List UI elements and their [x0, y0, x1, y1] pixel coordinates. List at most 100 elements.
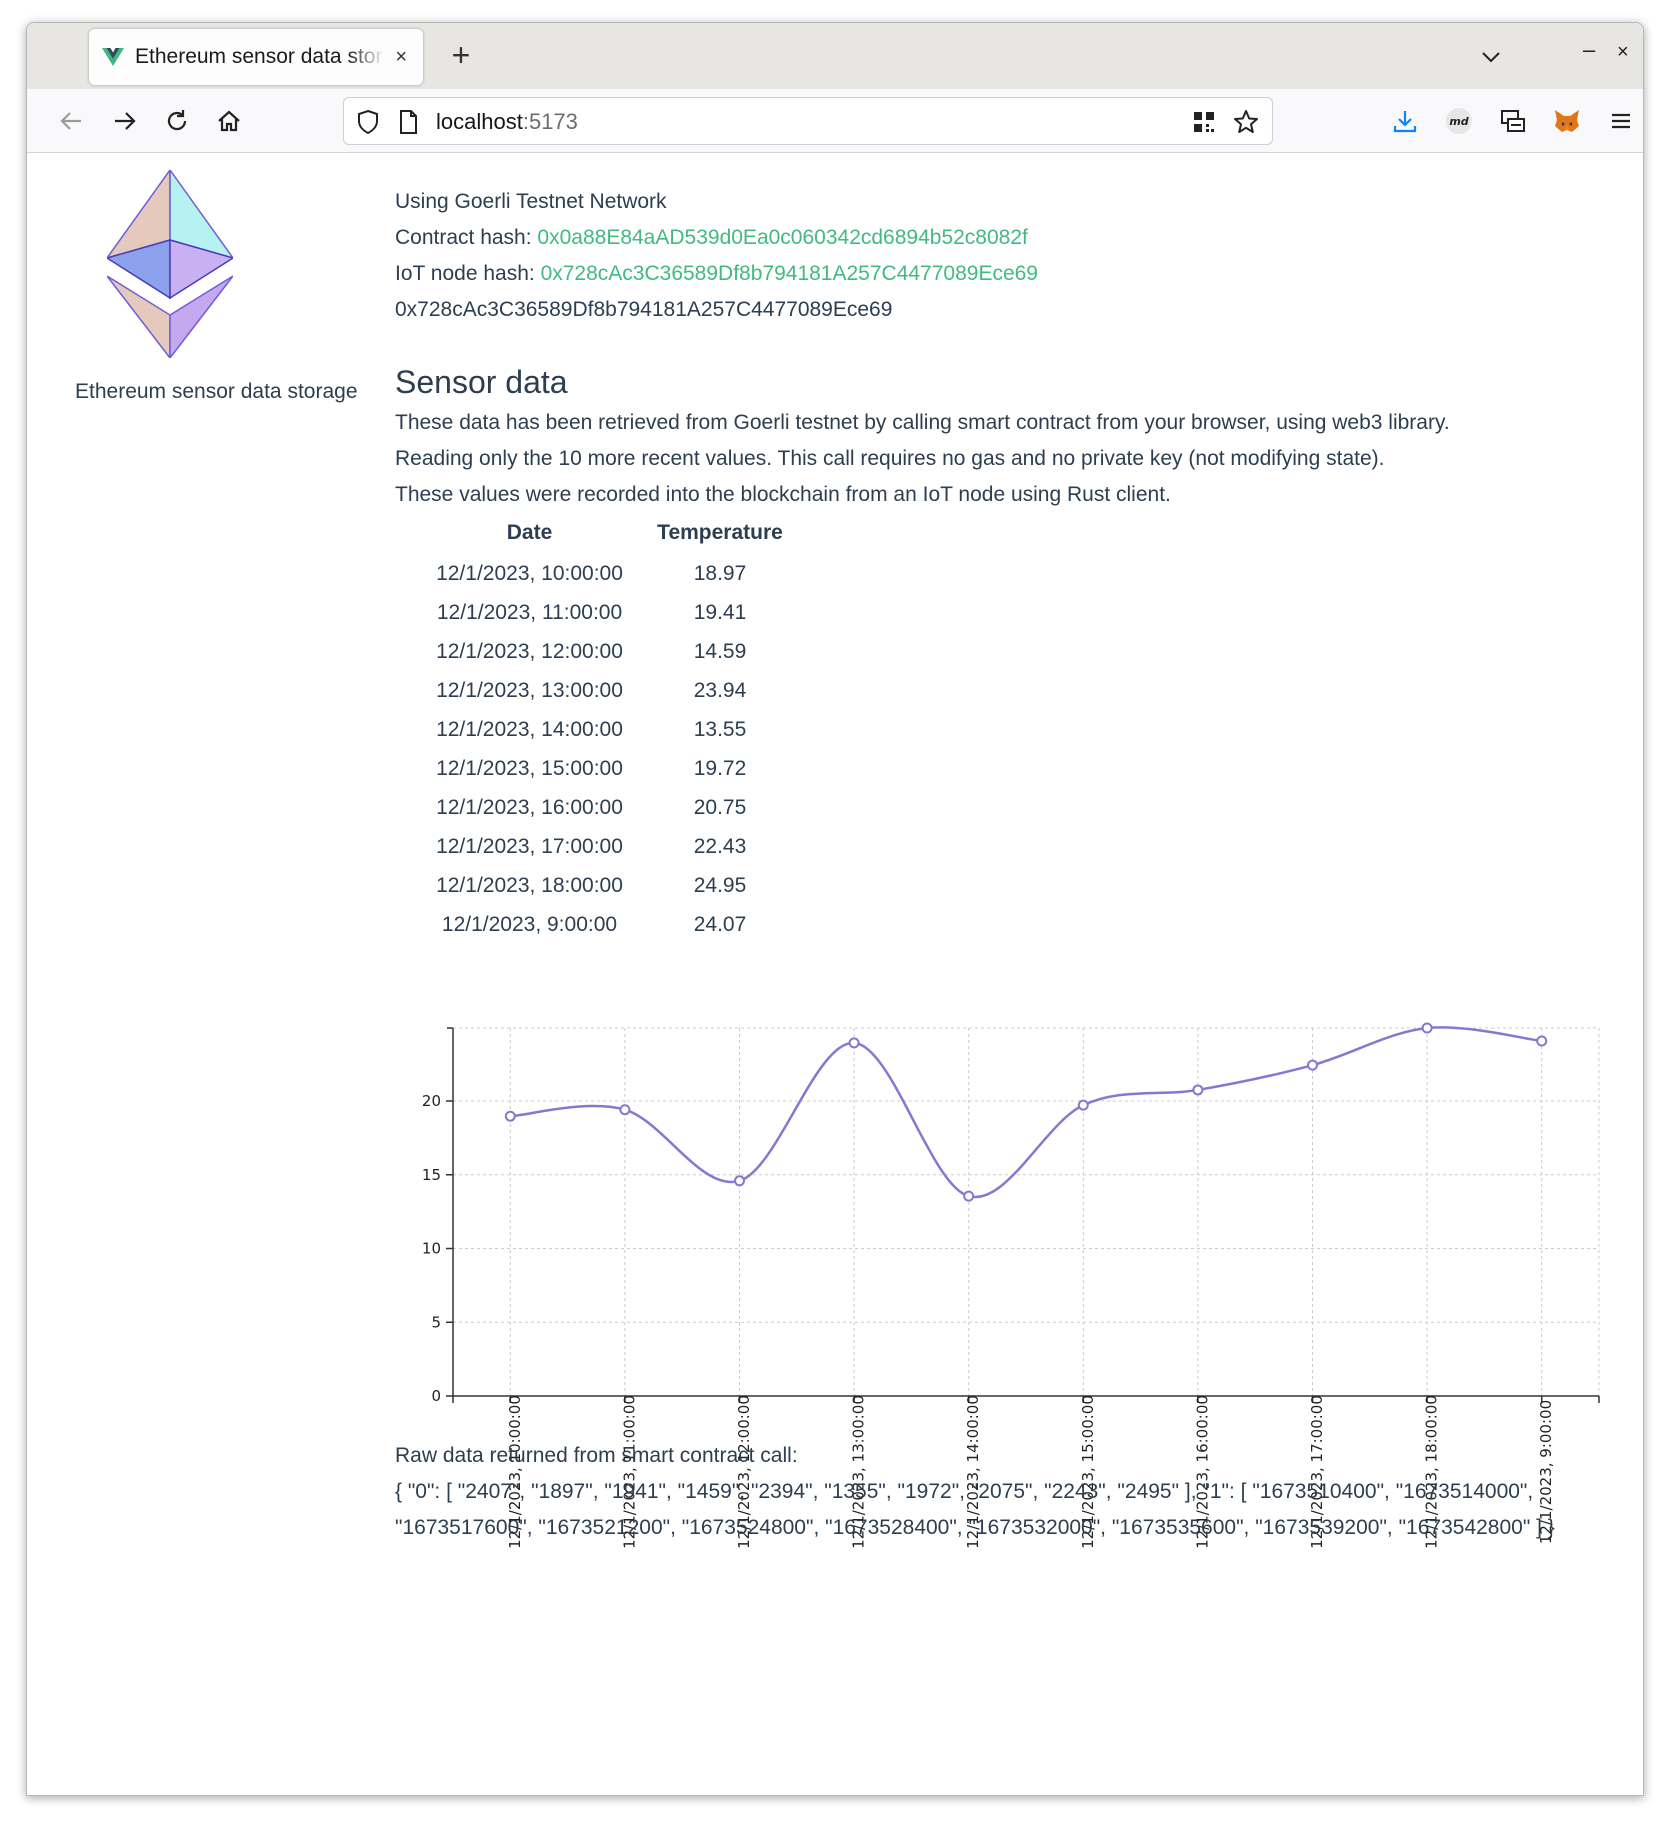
browser-window: Ethereum sensor data storage × + – ×	[26, 22, 1644, 1796]
temperature-cell: 20.75	[693, 795, 747, 819]
y-tick-label: 5	[431, 1313, 441, 1331]
metamask-fox-icon	[1555, 110, 1579, 132]
data-point	[1421, 1022, 1433, 1034]
tracking-protection-shield-icon[interactable]	[354, 108, 382, 136]
data-point	[734, 1175, 745, 1187]
app-caption: Ethereum sensor data storage	[75, 380, 358, 403]
temperature-cell: 19.41	[693, 600, 747, 624]
date-cell: 12/1/2023, 13:00:00	[436, 678, 623, 702]
x-tick-label: 12/1/2023, 12:00:00	[735, 1395, 753, 1549]
date-cell: 12/1/2023, 17:00:00	[436, 834, 623, 858]
data-point	[848, 1037, 860, 1049]
date-cell: 12/1/2023, 16:00:00	[436, 795, 623, 819]
date-cell: 12/1/2023, 11:00:00	[436, 600, 623, 624]
raw-data-section: Raw data returned from smart contract ca…	[395, 1438, 1635, 1546]
x-tick-label: 12/1/2023, 14:00:00	[964, 1395, 982, 1549]
minimize-button[interactable]: –	[1583, 37, 1596, 62]
back-button[interactable]	[53, 103, 89, 139]
navigation-toolbar: localhost:5173	[27, 89, 1643, 153]
home-icon	[218, 110, 240, 132]
download-icon	[1393, 111, 1417, 133]
table-row: 12/1/2023, 15:00:00 19.72	[419, 749, 800, 788]
y-tick-label: 20	[422, 1092, 441, 1110]
temperature-cell: 13.55	[693, 717, 747, 741]
section-title: Sensor data	[395, 364, 568, 400]
x-tick-label: 12/1/2023, 13:00:00	[850, 1395, 868, 1549]
y-tick-label: 15	[422, 1166, 441, 1184]
table-row: 12/1/2023, 18:00:00 24.95	[419, 866, 800, 905]
data-point	[1077, 1099, 1089, 1111]
contract-hash-link[interactable]: 0x0a88E84aAD539d0Ea0c060342cd6894b52c808…	[537, 226, 1028, 249]
markdown-extension-button[interactable]: md	[1441, 103, 1477, 139]
hamburger-menu-icon	[1612, 113, 1630, 129]
page-content: Ethereum sensor data storage Using Goerl…	[27, 154, 1643, 1795]
temperature-cell: 23.94	[693, 678, 747, 702]
page-info-icon[interactable]	[394, 108, 422, 136]
date-cell: 12/1/2023, 12:00:00	[436, 639, 623, 663]
reload-button[interactable]	[159, 103, 195, 139]
new-tab-button[interactable]: +	[451, 37, 471, 73]
vue-logo-icon	[102, 48, 124, 66]
date-cell: 12/1/2023, 15:00:00	[436, 756, 623, 780]
bookmark-star-icon[interactable]	[1232, 108, 1260, 136]
network-label: Using Goerli Testnet Network	[395, 190, 667, 213]
date-cell: 12/1/2023, 14:00:00	[436, 717, 623, 741]
close-window-button[interactable]: ×	[1617, 41, 1629, 63]
contract-hash-line: Contract hash: 0x0a88E84aAD539d0Ea0c0603…	[395, 226, 1028, 250]
iot-node-hash-link[interactable]: 0x728cAc3C36589Df8b794181A257C4477089Ece…	[540, 262, 1038, 285]
data-point	[1192, 1084, 1204, 1096]
markdown-extension-icon: md	[1446, 108, 1472, 134]
table-row: 12/1/2023, 16:00:00 20.75	[419, 788, 800, 827]
description-line-1: These data has been retrieved from Goerl…	[395, 411, 1450, 434]
address-bar[interactable]: localhost:5173	[343, 97, 1273, 145]
table-row: 12/1/2023, 10:00:00 18.97	[419, 554, 800, 593]
x-tick-label: 12/1/2023, 15:00:00	[1079, 1395, 1097, 1549]
tab-title: Ethereum sensor data storage	[135, 45, 385, 68]
x-tick-label: 12/1/2023, 16:00:00	[1193, 1395, 1211, 1549]
x-tick-label: 12/1/2023, 9:00:00	[1537, 1400, 1555, 1544]
sensor-data-table: Date Temperature 12/1/2023, 10:00:00 18.9…	[419, 518, 800, 944]
data-point	[504, 1110, 516, 1122]
ethereum-logo	[107, 170, 233, 358]
table-row: 12/1/2023, 17:00:00 22.43	[419, 827, 800, 866]
tab-close-icon[interactable]: ×	[395, 45, 408, 68]
url-text[interactable]: localhost:5173	[436, 109, 578, 134]
temperature-cell: 19.72	[693, 756, 747, 780]
metamask-button[interactable]	[1549, 103, 1585, 139]
y-tick-label: 0	[431, 1387, 441, 1405]
temperature-cell: 18.97	[693, 561, 747, 585]
back-arrow-icon	[60, 112, 81, 130]
date-cell: 12/1/2023, 9:00:00	[441, 912, 618, 936]
temperature-cell: 24.95	[693, 873, 747, 897]
connected-account: 0x728cAc3C36589Df8b794181A257C4477089Ece…	[395, 298, 893, 321]
description-line-2: Reading only the 10 more recent values. …	[395, 447, 1385, 470]
description-line-3: These values were recorded into the bloc…	[395, 483, 1171, 506]
data-point	[1536, 1035, 1548, 1047]
qr-code-icon[interactable]	[1190, 108, 1218, 136]
home-button[interactable]	[211, 103, 247, 139]
raw-data-value: { "0": [ "2407", "1897", "1941", "1459",…	[395, 1480, 1555, 1539]
temperature-cell: 24.07	[693, 912, 747, 936]
y-tick-label: 10	[422, 1240, 441, 1258]
table-row: 12/1/2023, 11:00:00 19.41	[419, 593, 800, 632]
temperature-series-line	[510, 1026, 1542, 1199]
reload-icon	[167, 110, 187, 131]
data-point	[619, 1104, 631, 1116]
data-point	[1307, 1059, 1318, 1071]
svg-text:md: md	[1449, 115, 1468, 128]
forward-button[interactable]	[107, 103, 143, 139]
table-row: 12/1/2023, 13:00:00 23.94	[419, 671, 800, 710]
tab-strip: Ethereum sensor data storage × + – ×	[27, 23, 1643, 89]
extension-button[interactable]	[1495, 103, 1531, 139]
x-tick-label: 12/1/2023, 18:00:00	[1423, 1395, 1441, 1549]
tab-ethereum-sensor[interactable]: Ethereum sensor data storage ×	[89, 29, 423, 85]
x-tick-label: 12/1/2023, 10:00:00	[506, 1395, 524, 1549]
temperature-line-chart: 0 5 10 15 20 12/1/2023, 10:00:00 12/1/2023, 11…	[422, 1022, 1600, 1549]
list-all-tabs-icon[interactable]	[1477, 45, 1505, 69]
raw-data-label: Raw data returned from smart contract ca…	[395, 1444, 798, 1467]
date-cell: 12/1/2023, 10:00:00	[436, 561, 623, 585]
downloads-button[interactable]	[1387, 103, 1423, 139]
app-menu-button[interactable]	[1603, 103, 1639, 139]
table-row: 12/1/2023, 12:00:00 14.59	[419, 632, 800, 671]
forward-arrow-icon	[115, 112, 136, 130]
